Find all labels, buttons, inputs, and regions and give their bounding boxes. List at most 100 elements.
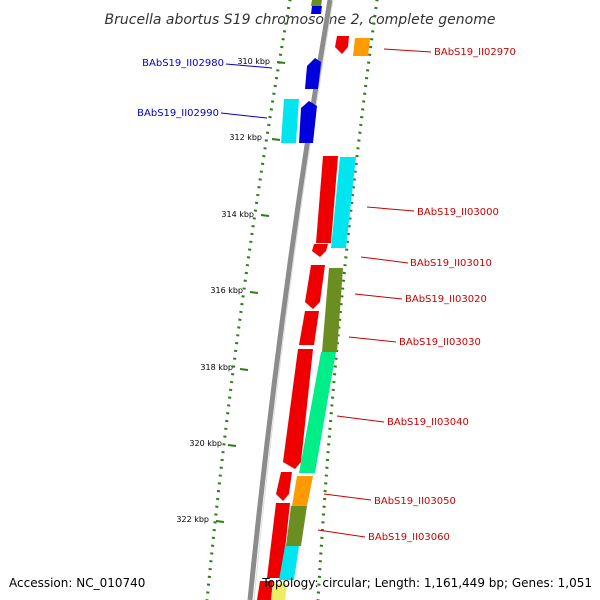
outer-tick-dot xyxy=(373,14,377,18)
outer-tick-dot xyxy=(318,567,322,571)
inner-tick-dot xyxy=(229,380,234,384)
outer-tick-dot xyxy=(328,419,333,423)
inner-tick-dot xyxy=(269,108,274,111)
scale-tick-label: 314 kbp xyxy=(221,210,254,219)
gene-label-BAbS19_II03060[interactable]: BAbS19_II03060 xyxy=(368,532,450,543)
scale-tick-mark xyxy=(271,138,281,141)
label-leader-line xyxy=(383,48,432,53)
inner-tick-dot xyxy=(278,53,283,57)
outer-tick-dot xyxy=(375,0,379,2)
outer-tick-dot xyxy=(330,404,334,407)
inner-tick-dot xyxy=(237,326,241,329)
gene-label-BAbS19_II03000[interactable]: BAbS19_II03000 xyxy=(417,207,499,218)
scale-tick-label: 320 kbp xyxy=(189,439,222,448)
inner-tick-dot xyxy=(265,131,270,134)
outer-tick-dot xyxy=(374,6,378,10)
inner-tick-dot xyxy=(274,76,279,80)
gene-feature-bottom-yellow xyxy=(271,584,287,600)
inner-tick-dot xyxy=(244,271,248,275)
inner-tick-dot xyxy=(241,295,245,298)
inner-tick-dot xyxy=(215,505,219,508)
outer-tick-ring xyxy=(316,0,379,600)
gene-feature-BAbS19_II02980 xyxy=(305,58,321,89)
inner-tick-dot xyxy=(256,193,260,197)
scale-tick-label: 312 kbp xyxy=(229,133,262,142)
label-leader-line xyxy=(225,63,273,69)
inner-tick-dot xyxy=(249,240,253,244)
gene-label-BAbS19_II03030[interactable]: BAbS19_II03030 xyxy=(399,337,481,348)
inner-tick-dot xyxy=(263,147,267,150)
scale-tick-label: 310 kbp xyxy=(237,57,270,66)
scale-tick-label: 322 kbp xyxy=(176,515,209,524)
inner-tick-dot xyxy=(248,248,252,251)
label-leader-line xyxy=(336,415,385,423)
outer-tick-dot xyxy=(325,466,329,470)
inner-tick-dot xyxy=(260,162,265,166)
outer-tick-dot xyxy=(322,505,326,508)
gene-label-BAbS19_II02990[interactable]: BAbS19_II02990 xyxy=(137,108,219,119)
inner-tick-dot xyxy=(264,139,268,142)
outer-tick-dot xyxy=(343,263,347,267)
gene-feature-BAbS19_II03040 xyxy=(283,349,313,469)
gene-feature-cyan-bottom xyxy=(279,546,299,580)
outer-tick-dot xyxy=(362,100,366,103)
inner-tick-dot xyxy=(207,575,211,579)
inner-tick-dot xyxy=(257,186,261,189)
inner-tick-dot xyxy=(246,256,251,259)
gene-label-BAbS19_II03040[interactable]: BAbS19_II03040 xyxy=(387,417,469,428)
outer-tick-dot xyxy=(372,22,376,25)
gene-feature-BAbS19_II03060-olive xyxy=(286,506,307,546)
outer-tick-dot xyxy=(341,279,346,283)
outer-tick-dot xyxy=(356,147,360,150)
inner-tick-dot xyxy=(212,528,216,532)
inner-tick-dot xyxy=(227,396,232,399)
outer-tick-dot xyxy=(319,544,324,547)
gene-feature-BAbS19_II03010 xyxy=(312,244,328,257)
inner-tick-dot xyxy=(254,201,259,205)
outer-tick-dot xyxy=(359,123,363,127)
gene-feature-BAbS19_II03060 xyxy=(267,503,290,578)
inner-tick-dot xyxy=(242,287,246,290)
outer-tick-dot xyxy=(329,412,333,415)
outer-tick-dot xyxy=(364,76,369,80)
outer-tick-dot xyxy=(367,53,372,57)
label-leader-line xyxy=(348,336,397,343)
inner-tick-dot xyxy=(267,123,271,127)
inner-tick-dot xyxy=(210,544,215,547)
inner-tick-dot xyxy=(240,302,244,306)
inner-tick-dot xyxy=(215,497,220,501)
scale-tick-mark xyxy=(215,520,225,523)
gene-label-BAbS19_II03050[interactable]: BAbS19_II03050 xyxy=(374,496,456,507)
inner-tick-dot xyxy=(225,419,229,423)
inner-tick-dot xyxy=(211,536,216,540)
gene-label-BAbS19_II03010[interactable]: BAbS19_II03010 xyxy=(410,258,492,269)
inner-tick-dot xyxy=(224,427,228,431)
chromosome-backbone-inner xyxy=(253,0,334,600)
inner-tick-dot xyxy=(219,466,223,470)
inner-tick-dot xyxy=(288,0,292,2)
label-leader-line xyxy=(366,206,415,212)
outer-tick-dot xyxy=(326,450,330,454)
outer-tick-dot xyxy=(324,474,328,477)
gene-label-BAbS19_II02980[interactable]: BAbS19_II02980 xyxy=(142,58,224,69)
inner-tick-dot xyxy=(213,521,217,524)
outer-tick-dot xyxy=(334,357,338,360)
map-title: Brucella abortus S19 chromosome 2, compl… xyxy=(105,12,496,28)
outer-tick-dot xyxy=(317,575,322,579)
inner-tick-dot xyxy=(239,310,243,314)
gene-label-BAbS19_II02970[interactable]: BAbS19_II02970 xyxy=(434,47,516,58)
accession-text: Accession: NC_010740 xyxy=(9,576,145,590)
outer-tick-dot xyxy=(327,443,331,446)
label-leader-line xyxy=(323,493,372,501)
inner-tick-dot xyxy=(272,92,276,95)
gene-label-BAbS19_II03020[interactable]: BAbS19_II03020 xyxy=(405,294,487,305)
outer-tick-dot xyxy=(328,427,332,431)
outer-tick-dot xyxy=(325,458,330,462)
outer-tick-dot xyxy=(366,61,371,64)
gene-feature-top-olive xyxy=(311,0,322,6)
outer-tick-dot xyxy=(344,256,348,259)
inner-tick-dot xyxy=(259,170,264,173)
inner-tick-dot xyxy=(262,154,266,158)
outer-tick-dot xyxy=(317,583,321,586)
